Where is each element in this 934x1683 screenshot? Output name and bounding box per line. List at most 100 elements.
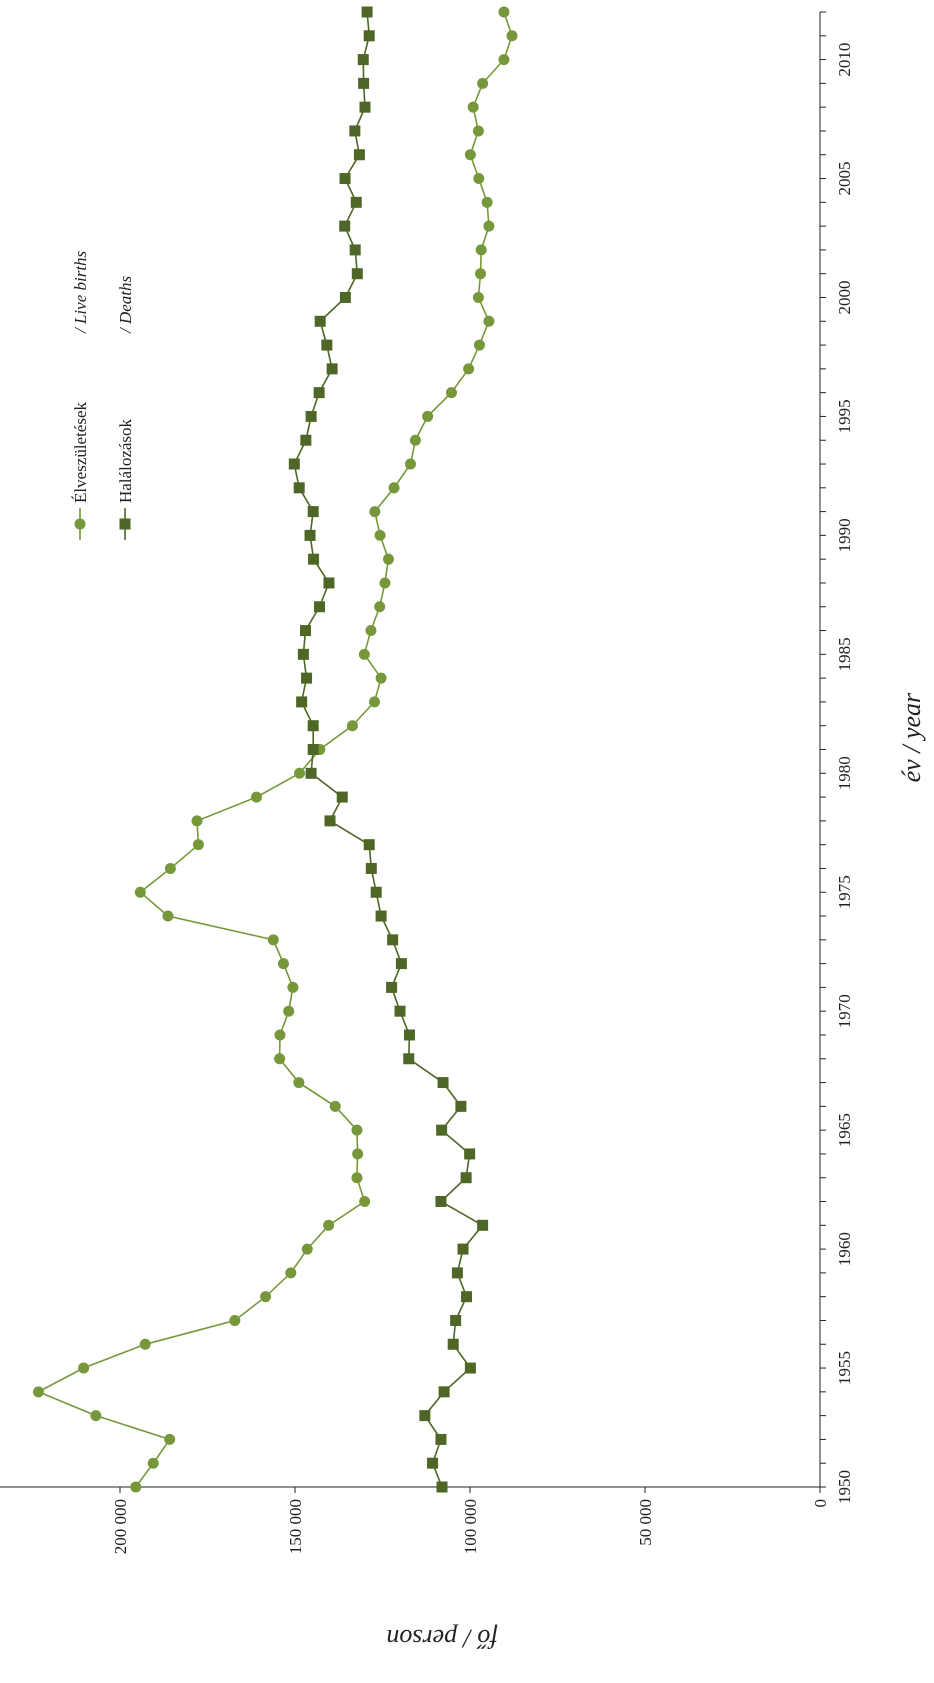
data-point [477,1219,489,1231]
data-point [358,77,370,89]
legend-label: Élveszületések [71,401,90,503]
data-point [358,648,370,660]
y-tick-label: 100 000 [461,1499,480,1554]
data-point [300,625,311,637]
x-tick-label: 1950 [835,1470,854,1504]
tick-labels: 1950 1955 1960 1965 1970 1975 1980 1985 1990 1995… [111,43,854,1555]
data-point [388,482,400,494]
x-tick-label: 1990 [835,518,854,552]
data-point [419,1410,431,1422]
data-point [436,1481,448,1493]
x-tick-label: 1995 [835,399,854,433]
data-point [297,648,309,660]
data-point [387,934,399,946]
data-point [403,1053,415,1065]
series-live-births [32,6,518,1493]
data-point [192,839,204,851]
data-point [437,1077,449,1089]
data-point [359,101,371,113]
data-point [457,1243,469,1255]
data-point [139,1338,151,1350]
data-point [308,553,320,565]
legend-label-en: / Live births [71,250,90,334]
data-point [472,291,484,303]
data-point [363,839,375,851]
series-deaths [288,6,489,1493]
data-point [363,30,375,42]
data-point [339,220,351,232]
data-point [339,291,351,303]
data-point [313,387,325,399]
data-point [301,672,313,684]
data-point [353,149,365,161]
y-tick-label: 0 [811,1499,830,1508]
data-point [498,54,510,66]
data-point [323,577,335,589]
data-point [164,862,176,874]
data-point [267,934,279,946]
data-point [475,268,486,280]
data-point [351,1172,363,1184]
data-point [147,1457,159,1469]
data-point [403,1029,415,1041]
data-point [346,720,358,732]
data-point [285,1267,297,1279]
data-point [435,1433,447,1445]
data-point [352,1148,364,1160]
x-tick-label: 2005 [835,162,854,196]
data-point [379,577,391,589]
data-point [481,196,493,208]
x-tick-label: 1970 [835,994,854,1028]
data-point [349,244,361,256]
x-tick-label: 1965 [835,1113,854,1147]
legend-entry-live-births: Élveszületések / Live births [71,250,90,540]
series-line [36,11,513,1488]
data-point [369,506,381,518]
data-point [339,173,351,185]
data-point [368,696,380,708]
x-tick-label: 2010 [835,43,854,77]
data-point [455,1100,467,1112]
data-point [436,1124,448,1136]
data-point [394,1005,406,1017]
legend-label: Halálozások [116,418,135,503]
axis-titles: év / year fő / person [386,692,926,1653]
data-point [326,363,338,375]
data-point [473,339,485,351]
data-point [274,1029,286,1041]
data-point [464,1362,476,1374]
data-point [314,601,325,613]
data-point [251,791,262,803]
data-point [361,6,373,18]
x-tick-label: 1955 [835,1351,854,1385]
data-point [438,1386,450,1398]
data-point [506,30,518,42]
legend-label-en: / Deaths [116,275,135,334]
data-point [277,958,289,970]
data-point [283,1005,295,1017]
data-point [288,458,300,470]
data-point [307,506,319,518]
data-point [483,315,495,327]
data-point [374,529,386,541]
data-point [307,720,319,732]
data-point [274,1053,286,1065]
data-point [365,625,377,637]
data-point [374,601,386,613]
series-group [32,6,518,1493]
data-point [301,1243,313,1255]
legend-entry-deaths: Halálozások / Deaths [116,275,135,540]
data-point [260,1291,272,1303]
y-axis-title: fő / person [386,1624,497,1653]
data-point [427,1457,439,1469]
legend-marker [74,518,86,530]
data-point [134,886,146,898]
data-point [447,1338,459,1350]
x-tick-label: 1980 [835,756,854,790]
data-point [321,339,333,351]
data-point [435,1196,447,1208]
data-point [357,54,369,66]
data-point [296,696,308,708]
data-point [287,981,299,993]
data-point [323,1219,335,1231]
